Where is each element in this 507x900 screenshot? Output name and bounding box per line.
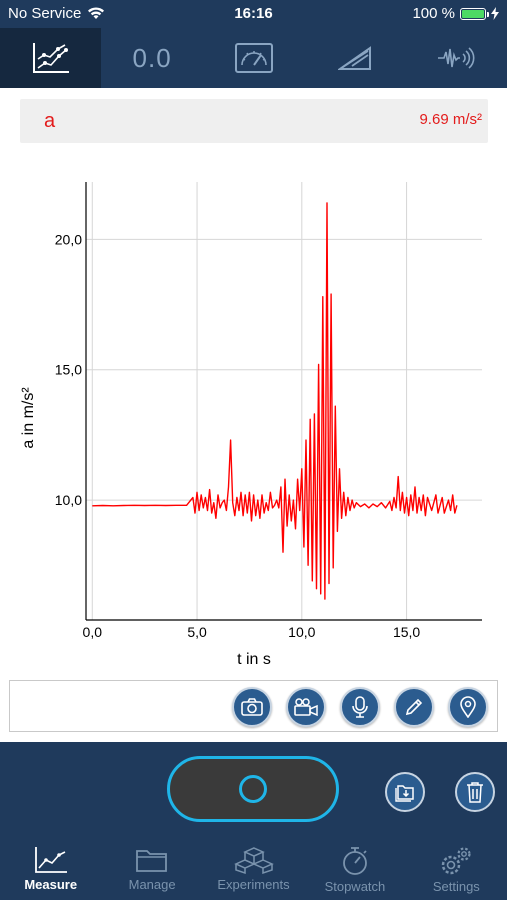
gears-icon [442, 847, 471, 875]
x-tick-label: 0,0 [83, 624, 103, 640]
y-tick-label: 10,0 [55, 492, 82, 508]
save-button[interactable] [385, 772, 425, 812]
camera-button[interactable] [232, 687, 272, 727]
quantity-value: 9.69 m/s² [419, 111, 482, 128]
stopwatch-icon [343, 847, 367, 875]
video-button[interactable] [286, 687, 326, 727]
y-axis-label: a in m/s² [20, 387, 37, 449]
series-line [92, 202, 458, 600]
delete-button[interactable] [455, 772, 495, 812]
graph-icon [32, 43, 69, 73]
carrier-label: No Service [8, 5, 82, 22]
clock: 16:16 [234, 5, 273, 22]
current-value-bar: a 9.69 m/s² [20, 99, 488, 143]
pencil-icon [405, 698, 423, 716]
gauge-icon [234, 43, 273, 73]
media-toolbar [9, 680, 498, 732]
tab-manage-label: Manage [128, 877, 176, 892]
chart-grid [86, 182, 482, 620]
status-bar: No Service 16:16 100 % [0, 0, 507, 28]
x-tick-label: 10,0 [288, 624, 315, 640]
microphone-button[interactable] [340, 687, 380, 727]
note-button[interactable] [394, 687, 434, 727]
tab-settings[interactable]: Settings [406, 840, 507, 900]
ramp-icon [337, 46, 371, 70]
camera-icon [241, 698, 263, 716]
chart-icon [34, 847, 67, 873]
record-icon [239, 775, 267, 803]
value-tab-label: 0.0 [132, 42, 172, 73]
y-tick-label: 20,0 [55, 231, 82, 247]
acceleration-chart: 10,0 15,0 20,0 0,0 5,0 10,0 15,0 t in s a in … [20, 182, 482, 668]
bottom-tab-bar: Measure Manage Experiments Stopwatch Set… [0, 840, 507, 900]
battery-icon [460, 7, 489, 20]
tab-stopwatch-label: Stopwatch [324, 879, 386, 894]
recording-controls [0, 742, 507, 840]
folder-icon [136, 850, 168, 872]
gauge-tab[interactable] [203, 28, 304, 88]
charging-icon [491, 7, 499, 20]
y-tick-label: 15,0 [55, 362, 82, 378]
battery-percent: 100 % [412, 5, 455, 22]
ramp-tab[interactable] [304, 28, 405, 88]
top-tab-bar: 0.0 [0, 28, 507, 88]
location-pin-icon [460, 696, 476, 718]
tab-measure-label: Measure [24, 877, 78, 892]
tab-stopwatch[interactable]: Stopwatch [304, 840, 405, 900]
value-tab[interactable]: 0.0 [101, 28, 202, 88]
wifi-icon [88, 7, 105, 19]
cubes-icon [233, 847, 274, 874]
y-tick-labels: 10,0 15,0 20,0 [55, 231, 82, 508]
tab-measure[interactable]: Measure [0, 840, 101, 900]
location-button[interactable] [448, 687, 488, 727]
tab-experiments[interactable]: Experiments [203, 840, 304, 900]
tab-settings-label: Settings [432, 879, 480, 894]
tab-manage[interactable]: Manage [101, 840, 202, 900]
tab-experiments-label: Experiments [217, 877, 290, 892]
x-tick-label: 5,0 [187, 624, 207, 640]
audio-tab[interactable] [406, 28, 507, 88]
save-folder-icon [395, 785, 414, 802]
x-axis-label: t in s [237, 651, 271, 668]
video-camera-icon [294, 698, 318, 716]
graph-tab[interactable] [0, 28, 102, 88]
x-tick-label: 15,0 [393, 624, 420, 640]
audio-wave-icon [438, 47, 475, 69]
record-button[interactable] [167, 756, 339, 822]
chart-axes [85, 182, 482, 621]
trash-icon [467, 782, 483, 803]
microphone-icon [352, 696, 368, 718]
quantity-label: a [44, 110, 56, 132]
x-tick-labels: 0,0 5,0 10,0 15,0 [83, 624, 421, 640]
